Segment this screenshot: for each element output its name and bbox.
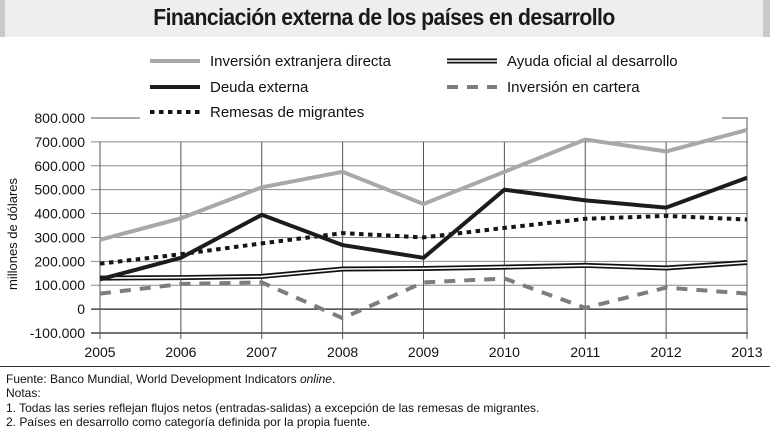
y-tick-labels: 800.000 700.000 600.000 500.000 400.000 300.0… xyxy=(30,110,85,341)
legend-label: Deuda externa xyxy=(210,79,309,96)
series-line-aod-inner xyxy=(99,261,748,279)
note-2: 2. Países en desarrollo como categoría d… xyxy=(6,414,371,429)
y-tick-label: 0 xyxy=(77,301,85,317)
legend-item-ied: Inversión extranjera directa xyxy=(150,53,392,70)
note-1: 1. Todas las series reflejan flujos neto… xyxy=(6,400,540,415)
y-tick-label: 700.000 xyxy=(34,134,85,150)
legend-item-aod: Ayuda oficial al desarrollo xyxy=(447,53,678,70)
source-suffix: . xyxy=(331,372,336,386)
legend-label: Inversión en cartera xyxy=(507,79,640,96)
notes-label: Notas: xyxy=(6,386,41,401)
x-tick-label: 2011 xyxy=(570,344,600,360)
x-tick-label: 2006 xyxy=(165,344,196,360)
legend-item-remesas: Remesas de migrantes xyxy=(150,104,364,121)
y-tick-label: 100.000 xyxy=(34,277,85,293)
y-tick-label: 800.000 xyxy=(34,110,85,126)
series-line-ied xyxy=(99,127,748,242)
title-bar: Financiación externa de los países en de… xyxy=(0,0,770,37)
source-text: Fuente: Banco Mundial, World Development… xyxy=(6,372,300,386)
chart-title: Financiación externa de los países en de… xyxy=(153,4,615,30)
source-italic: online xyxy=(299,372,332,386)
y-tick-label: -100.000 xyxy=(30,325,85,341)
footer-notes: Fuente: Banco Mundial, World Development… xyxy=(6,372,539,429)
legend-label: Inversión extranjera directa xyxy=(210,53,392,70)
y-tick-label: 600.000 xyxy=(34,158,85,174)
series-line-deuda xyxy=(99,175,748,282)
x-tick-label: 2005 xyxy=(84,344,115,360)
legend-label: Remesas de migrantes xyxy=(210,104,364,121)
legend: Inversión extranjera directa Ayuda oficia… xyxy=(150,53,678,121)
x-tick-label: 2009 xyxy=(408,344,439,360)
y-tick-label: 200.000 xyxy=(34,253,85,269)
x-tick-label: 2007 xyxy=(246,344,277,360)
x-tick-label: 2010 xyxy=(489,344,520,360)
legend-item-cartera: Inversión en cartera xyxy=(447,79,640,96)
x-tick-label: 2013 xyxy=(731,344,762,360)
series-lines xyxy=(99,127,748,321)
series-line-cartera xyxy=(99,276,748,321)
gridlines xyxy=(91,117,748,339)
x-tick-label: 2012 xyxy=(651,344,682,360)
legend-item-deuda: Deuda externa xyxy=(150,79,309,96)
legend-label: Ayuda oficial al desarrollo xyxy=(507,53,678,70)
y-axis-label: millones de dólares xyxy=(5,177,20,290)
series-line-remesas xyxy=(99,213,748,266)
y-tick-label: 500.000 xyxy=(34,182,85,198)
x-tick-label: 2008 xyxy=(327,344,358,360)
source-line: Fuente: Banco Mundial, World Development… xyxy=(6,372,539,386)
x-tick-labels: 2005 2006 2007 2008 2009 2010 2011 2012 2013 xyxy=(84,344,762,360)
y-tick-label: 300.000 xyxy=(34,229,85,245)
y-tick-label: 400.000 xyxy=(34,206,85,222)
chart-area: 800.000 700.000 600.000 500.000 400.000 300.0… xyxy=(30,53,763,360)
footer-divider xyxy=(0,366,770,367)
